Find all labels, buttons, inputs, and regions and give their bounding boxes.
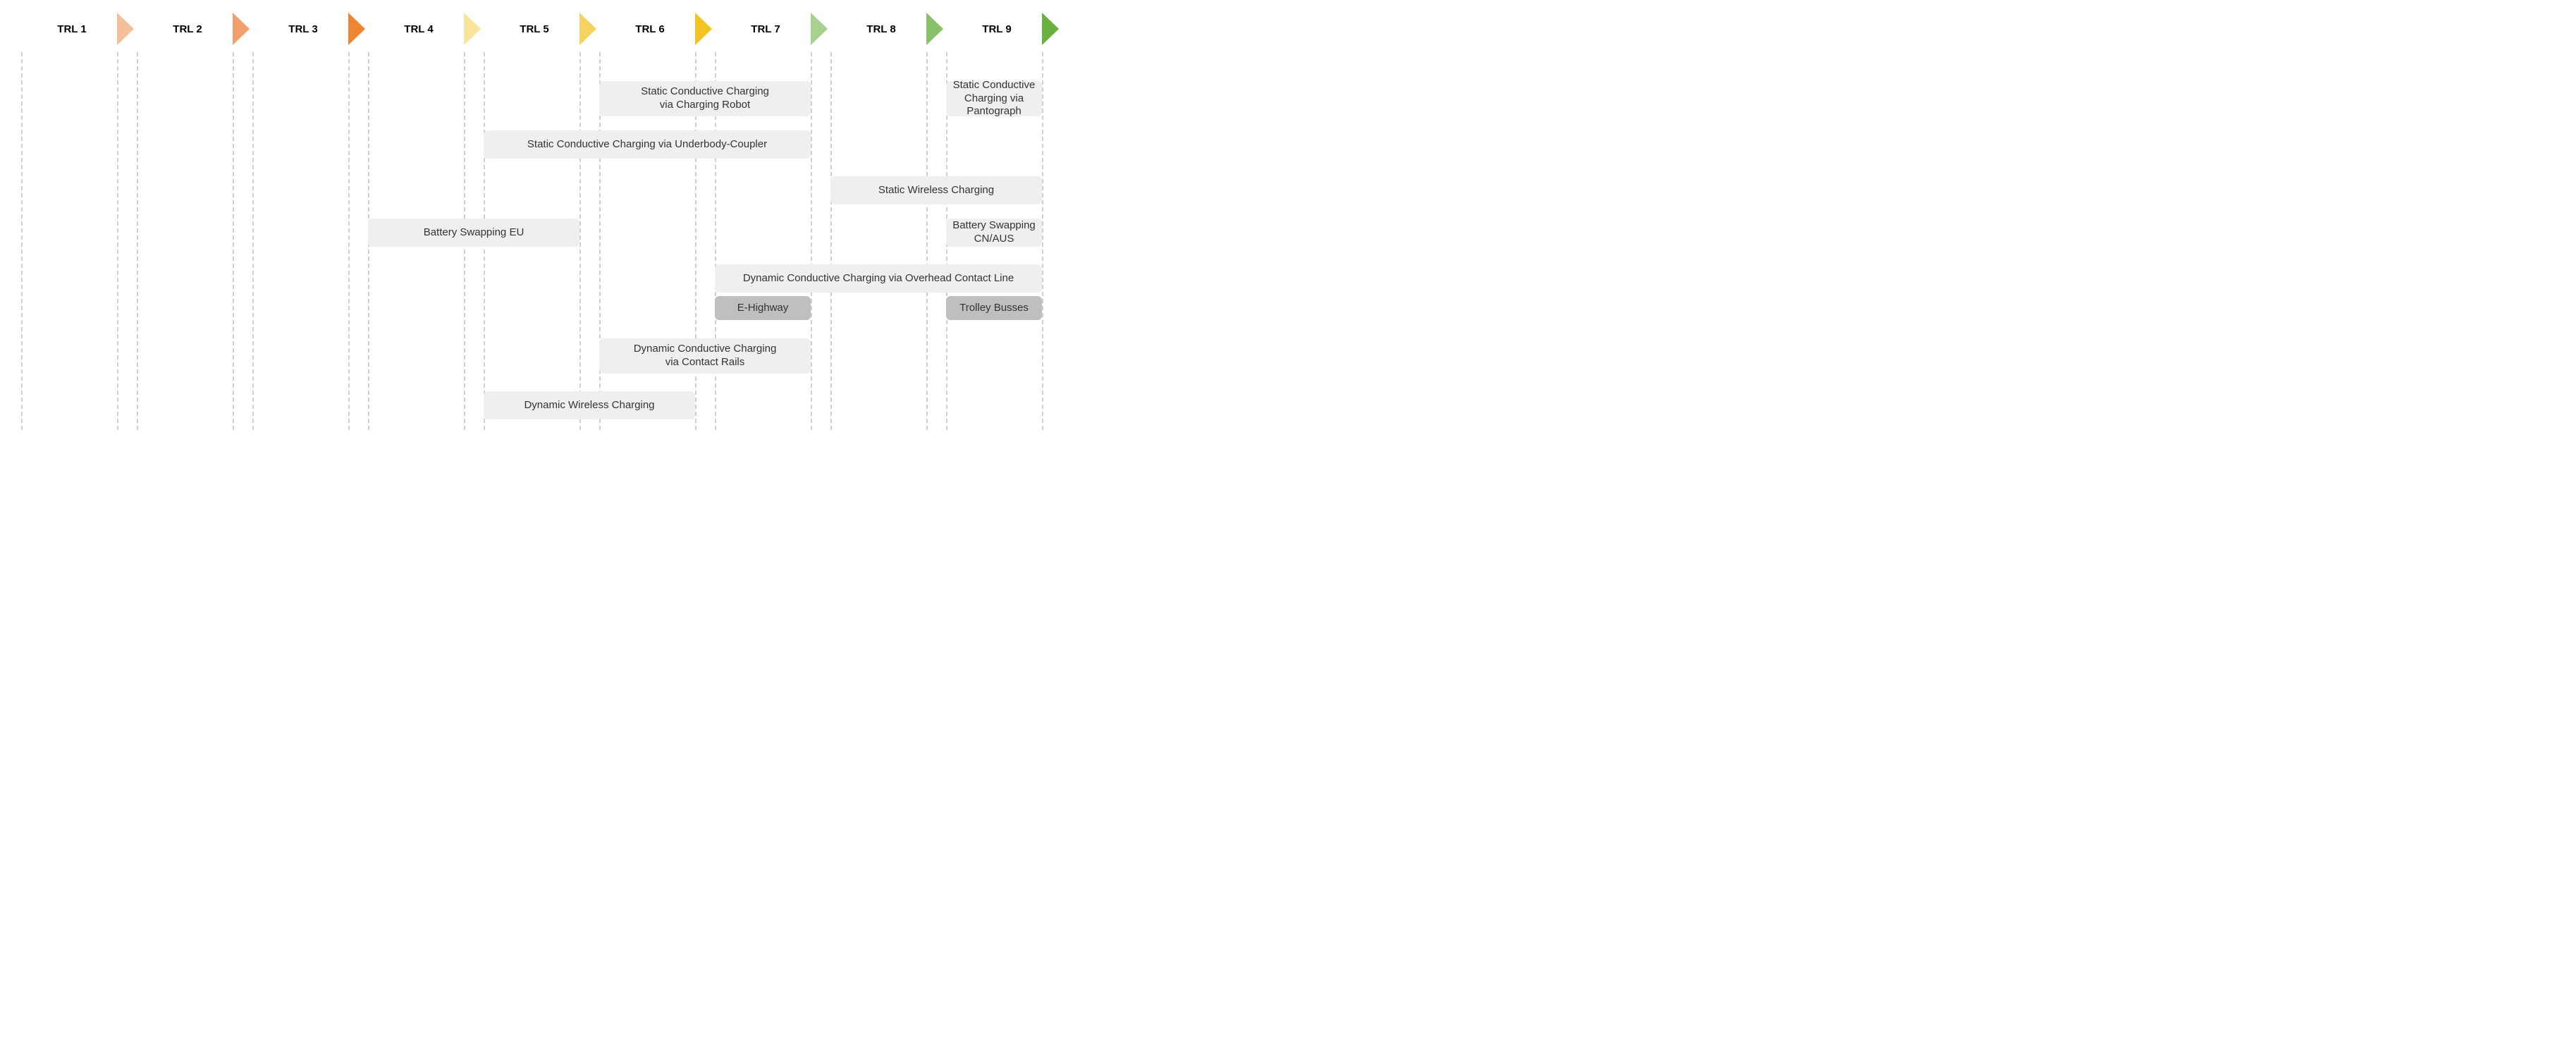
technology-box-label: Static Conductive Chargingvia Charging R… <box>641 85 769 112</box>
technology-box: Trolley Busses <box>946 296 1042 320</box>
technology-box-label: Dynamic Conductive Chargingvia Contact R… <box>634 343 777 369</box>
technology-box: Dynamic Wireless Charging <box>484 391 695 419</box>
technology-box: E-Highway <box>715 296 811 320</box>
trl-chevron-5: TRL 5 <box>484 13 579 45</box>
trl-chevron-label: TRL 6 <box>630 23 664 35</box>
trl-chevron-4: TRL 4 <box>368 13 464 45</box>
technology-box-label: Static Wireless Charging <box>878 184 994 197</box>
guide-line <box>811 52 812 430</box>
guide-line <box>1042 52 1043 430</box>
trl-chevron-label: TRL 4 <box>398 23 433 35</box>
technology-box-label: Static Conductive Charging via Underbody… <box>527 138 767 152</box>
trl-chevron-label: TRL 1 <box>51 23 86 35</box>
technology-box: Static ConductiveCharging via Pantograph <box>946 81 1042 116</box>
trl-chevron-7: TRL 7 <box>715 13 811 45</box>
technology-box-label: Dynamic Conductive Charging via Overhead… <box>743 272 1014 286</box>
guide-line <box>137 52 138 430</box>
guide-line <box>233 52 234 430</box>
technology-box: Static Conductive Charging via Underbody… <box>484 130 811 159</box>
trl-chevron-3: TRL 3 <box>252 13 348 45</box>
trl-chart: TRL 1 TRL 2 TRL 3 TRL 4 TRL 5 TRL 6 TRL 7 TRL 8… <box>0 0 1072 437</box>
guide-line <box>348 52 350 430</box>
technology-box-label: Battery Swapping CN/AUS <box>952 219 1036 246</box>
technology-box-label: E-Highway <box>737 302 789 315</box>
trl-chevron-8: TRL 8 <box>830 13 926 45</box>
technology-box: Static Conductive Chargingvia Charging R… <box>599 81 811 116</box>
guide-line <box>579 52 581 430</box>
technology-box: Battery Swapping CN/AUS <box>946 219 1042 247</box>
technology-box: Static Wireless Charging <box>830 176 1042 204</box>
guide-line <box>117 52 118 430</box>
trl-chevron-label: TRL 2 <box>167 23 202 35</box>
trl-chevron-label: TRL 8 <box>861 23 895 35</box>
guide-line <box>926 52 928 430</box>
trl-chevron-2: TRL 2 <box>137 13 233 45</box>
technology-box-label: Static ConductiveCharging via Pantograph <box>952 79 1036 118</box>
technology-box-label: Trolley Busses <box>959 302 1029 315</box>
guide-line <box>252 52 254 430</box>
technology-box: Dynamic Conductive Charging via Overhead… <box>715 264 1042 293</box>
trl-chevron-6: TRL 6 <box>599 13 695 45</box>
trl-chevron-label: TRL 9 <box>976 23 1011 35</box>
guide-line <box>830 52 832 430</box>
trl-chevron-label: TRL 5 <box>514 23 548 35</box>
guide-line <box>21 52 23 430</box>
technology-box: Dynamic Conductive Chargingvia Contact R… <box>599 338 811 374</box>
technology-box-label: Battery Swapping EU <box>424 226 525 240</box>
trl-chevron-9: TRL 9 <box>946 13 1042 45</box>
technology-box: Battery Swapping EU <box>368 219 579 247</box>
trl-chevron-1: TRL 1 <box>21 13 117 45</box>
trl-chevron-label: TRL 3 <box>283 23 317 35</box>
trl-chevron-label: TRL 7 <box>745 23 780 35</box>
technology-box-label: Dynamic Wireless Charging <box>524 399 654 412</box>
